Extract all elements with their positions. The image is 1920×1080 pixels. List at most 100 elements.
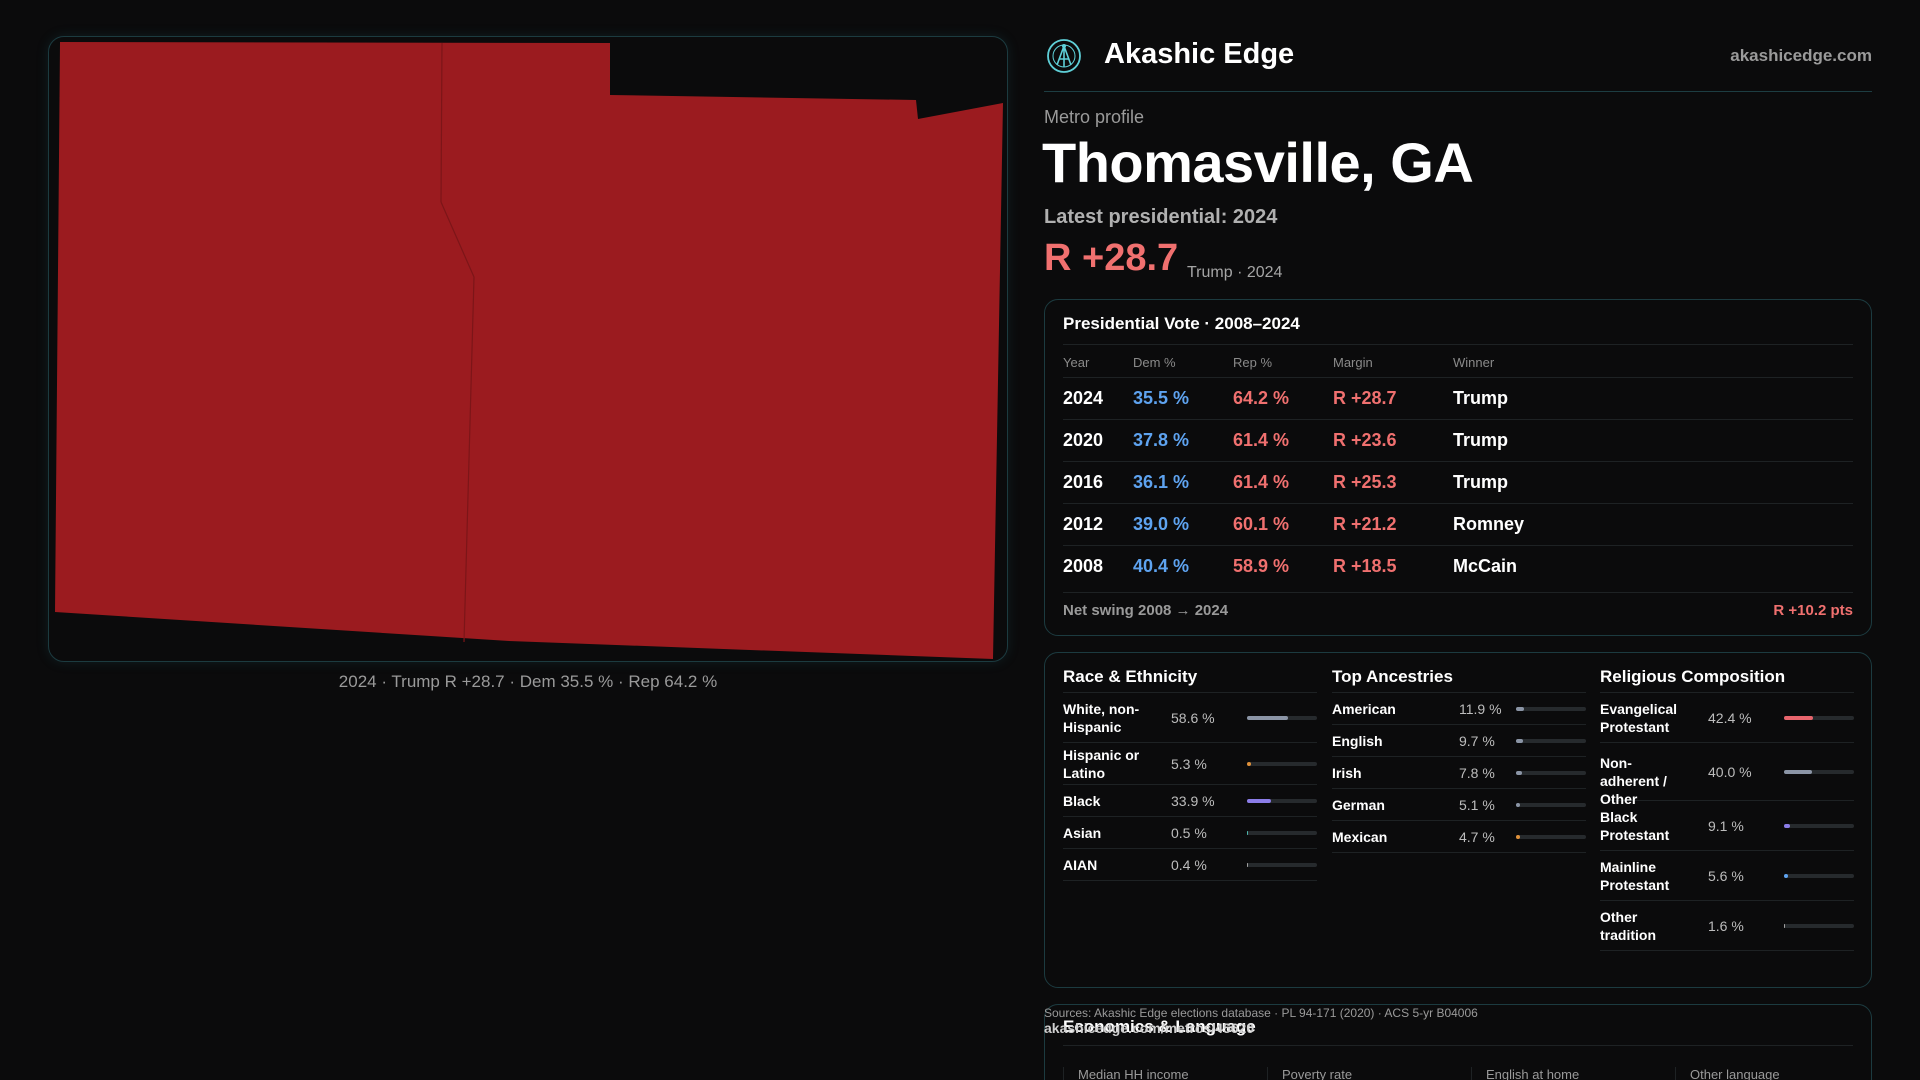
akashic-logo-icon[interactable] (1046, 38, 1082, 74)
demographics-card: Race & Ethnicity White, non-Hispanic 58.6… (1044, 652, 1872, 988)
dem-cell: 36.1 % (1133, 472, 1190, 492)
ancestries-column: Top Ancestries American 11.9 % English 9.7 … (1332, 667, 1586, 853)
item-bar (1516, 771, 1586, 775)
item-percent: 0.4 % (1171, 857, 1207, 873)
net-swing-row: Net swing 2008 → 2024 R +10.2 pts (1063, 592, 1853, 632)
item-percent: 42.4 % (1708, 710, 1752, 726)
item-label: Evangelical Protestant (1600, 701, 1678, 735)
item-bar-fill (1247, 799, 1271, 803)
list-item: American 11.9 % (1332, 693, 1586, 725)
brand-header: Akashic Edge akashicedge.com (1044, 34, 1872, 92)
item-label: Other tradition (1600, 909, 1656, 943)
ancestries-title: Top Ancestries (1332, 667, 1586, 693)
table-row: 2008 40.4 % 58.9 % R +18.5 McCain (1063, 545, 1853, 587)
item-bar-fill (1247, 863, 1249, 867)
latest-margin-detail: Trump · 2024 (1187, 264, 1283, 281)
year-cell: 2008 (1063, 556, 1104, 576)
table-row: 2024 35.5 % 64.2 % R +28.7 Trump (1063, 377, 1853, 419)
winner-cell: Trump (1453, 388, 1509, 408)
item-bar-fill (1516, 739, 1523, 743)
brand-url-link[interactable]: akashicedge.com (1730, 46, 1872, 65)
item-bar (1247, 799, 1317, 803)
item-label: Non-adherent / Other (1600, 755, 1667, 807)
item-label: American (1332, 701, 1396, 717)
net-swing-value: R +10.2 pts (1773, 602, 1853, 619)
year-cell: 2012 (1063, 514, 1104, 534)
item-percent: 5.6 % (1708, 868, 1744, 884)
list-item: Mainline Protestant 5.6 % (1600, 851, 1854, 901)
brand-name[interactable]: Akashic Edge (1104, 38, 1295, 70)
sources-note: Sources: Akashic Edge elections database… (1044, 1006, 1478, 1036)
year-cell: 2024 (1063, 388, 1104, 408)
county-shape[interactable] (55, 42, 1003, 659)
county-border (440, 201, 475, 643)
year-cell: 2016 (1063, 472, 1104, 492)
list-item: English 9.7 % (1332, 725, 1586, 757)
county-border (440, 42, 443, 203)
map-caption: 2024 · Trump R +28.7 · Dem 35.5 % · Rep … (338, 672, 718, 691)
race-ethnicity-column: Race & Ethnicity White, non-Hispanic 58.6… (1063, 667, 1317, 881)
economics-title: Economics & Language (1063, 1017, 1256, 1036)
religion-column: Religious Composition Evangelical Protes… (1600, 667, 1854, 951)
net-swing-label: Net swing 2008 → 2024 (1063, 602, 1229, 619)
item-bar-fill (1784, 874, 1789, 878)
column-header-dem: Dem % (1133, 355, 1176, 370)
rep-cell: 61.4 % (1233, 472, 1290, 492)
margin-cell: R +25.3 (1333, 472, 1397, 492)
page-kicker: Metro profile (1044, 107, 1145, 127)
metro-permalink[interactable]: akashicedge.com/metros/45620 (1044, 1020, 1255, 1036)
item-percent: 9.1 % (1708, 818, 1744, 834)
list-item: Mexican 4.7 % (1332, 821, 1586, 853)
ancestries-list: American 11.9 % English 9.7 % Irish 7.8 % Germ… (1332, 693, 1586, 853)
item-label: Asian (1063, 825, 1102, 841)
rep-cell: 61.4 % (1233, 430, 1290, 450)
list-item: Asian 0.5 % (1063, 817, 1317, 849)
list-item: German 5.1 % (1332, 789, 1586, 821)
item-bar (1784, 716, 1854, 720)
item-percent: 4.7 % (1459, 829, 1495, 845)
item-percent: 0.5 % (1171, 825, 1207, 841)
item-bar-fill (1784, 924, 1786, 928)
latest-election-label: Latest presidential: 2024 (1044, 206, 1278, 228)
item-label: German (1332, 797, 1385, 813)
list-item: Hispanic or Latino 5.3 % (1063, 743, 1317, 785)
item-label: AIAN (1063, 857, 1098, 873)
winner-cell: McCain (1453, 556, 1518, 576)
item-label: Hispanic or Latino (1063, 747, 1140, 781)
margin-cell: R +18.5 (1333, 556, 1397, 576)
item-bar (1516, 707, 1586, 711)
item-label: Black Protestant (1600, 809, 1670, 843)
item-bar-fill (1516, 707, 1525, 711)
race-ethnicity-list: White, non-Hispanic 58.6 % Hispanic or Lat… (1063, 693, 1317, 881)
sources-text: Sources: Akashic Edge elections database… (1044, 1006, 1478, 1020)
map-panel[interactable] (48, 36, 1008, 662)
winner-cell: Trump (1453, 472, 1509, 492)
list-item: Black Protestant 9.1 % (1600, 801, 1854, 851)
year-cell: 2020 (1063, 430, 1104, 450)
margin-cell: R +28.7 (1333, 388, 1397, 408)
item-label: Mainline Protestant (1600, 859, 1670, 893)
item-percent: 40.0 % (1708, 764, 1752, 780)
margin-cell: R +21.2 (1333, 514, 1397, 534)
rep-cell: 60.1 % (1233, 514, 1290, 534)
item-bar (1247, 762, 1317, 766)
presidential-vote-title: Presidential Vote · 2008–2024 (1063, 314, 1300, 333)
county-map[interactable] (49, 37, 1008, 662)
list-item: White, non-Hispanic 58.6 % (1063, 693, 1317, 743)
item-bar-fill (1247, 831, 1249, 835)
religion-list: Evangelical Protestant 42.4 % Non-adherent… (1600, 693, 1854, 951)
page-title: Thomasville, GA (1042, 131, 1474, 194)
rep-cell: 64.2 % (1233, 388, 1290, 408)
item-label: English (1332, 733, 1383, 749)
table-row: 2016 36.1 % 61.4 % R +25.3 Trump (1063, 461, 1853, 503)
divider (1063, 1045, 1853, 1046)
dem-cell: 40.4 % (1133, 556, 1190, 576)
item-bar (1784, 924, 1854, 928)
item-bar-fill (1247, 762, 1251, 766)
column-header-winner: Winner (1453, 355, 1495, 370)
dem-cell: 37.8 % (1133, 430, 1190, 450)
item-bar (1516, 835, 1586, 839)
item-bar (1516, 739, 1586, 743)
other-language-label: Other language (1675, 1067, 1877, 1080)
